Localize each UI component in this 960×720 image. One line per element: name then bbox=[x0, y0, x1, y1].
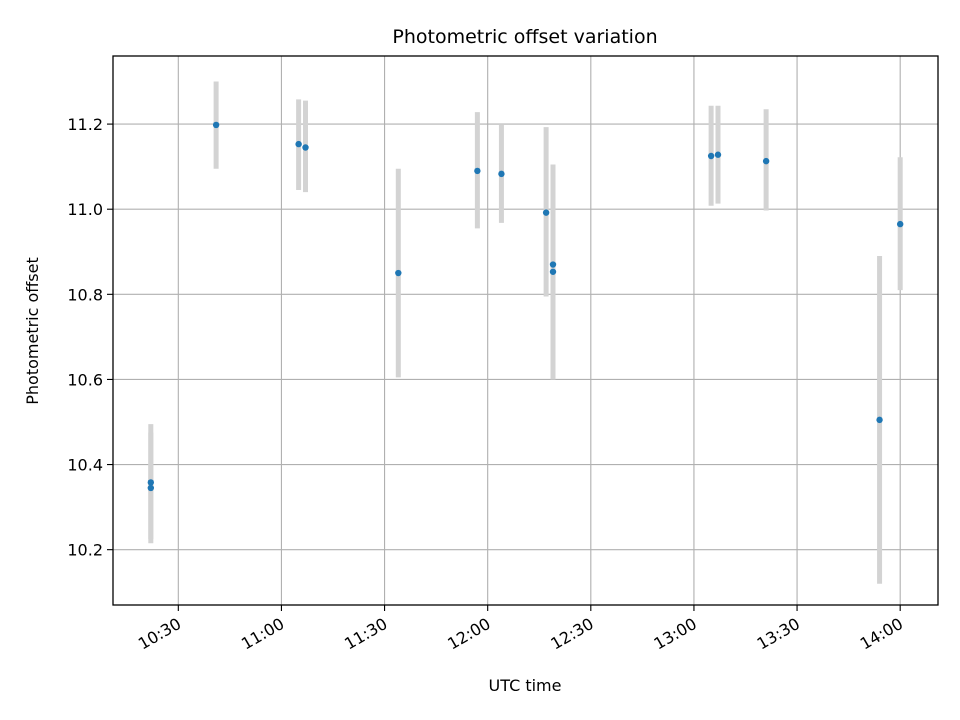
y-tick-label: 10.8 bbox=[67, 285, 103, 304]
y-tick-label: 10.6 bbox=[67, 370, 103, 389]
y-tick-label: 11.0 bbox=[67, 200, 103, 219]
data-points bbox=[147, 121, 904, 492]
plot-frame bbox=[112, 55, 939, 606]
data-point bbox=[498, 170, 505, 178]
data-point bbox=[302, 144, 309, 151]
y-tick-label: 10.2 bbox=[67, 541, 103, 560]
grid bbox=[113, 56, 938, 605]
data-point bbox=[896, 220, 904, 228]
data-point bbox=[147, 484, 155, 492]
y-axis-ticks: 10.2 10.4 10.6 10.8 11.0 11.2 bbox=[67, 115, 113, 560]
data-point bbox=[395, 269, 402, 277]
y-tick-label: 11.2 bbox=[67, 115, 103, 134]
y-tick-label: 10.4 bbox=[67, 456, 103, 475]
data-point bbox=[147, 479, 155, 486]
data-point bbox=[212, 121, 220, 129]
data-point bbox=[876, 416, 883, 424]
data-point bbox=[474, 167, 481, 175]
data-point bbox=[762, 157, 770, 165]
data-point bbox=[295, 140, 302, 148]
data-point bbox=[549, 261, 557, 268]
data-point bbox=[542, 209, 550, 216]
x-axis-title: UTC time bbox=[489, 676, 562, 695]
data-point bbox=[707, 152, 715, 160]
data-point bbox=[714, 151, 722, 158]
y-axis-title: Photometric offset bbox=[23, 257, 42, 405]
data-point bbox=[549, 268, 557, 275]
chart-title: Photometric offset variation bbox=[392, 26, 657, 48]
